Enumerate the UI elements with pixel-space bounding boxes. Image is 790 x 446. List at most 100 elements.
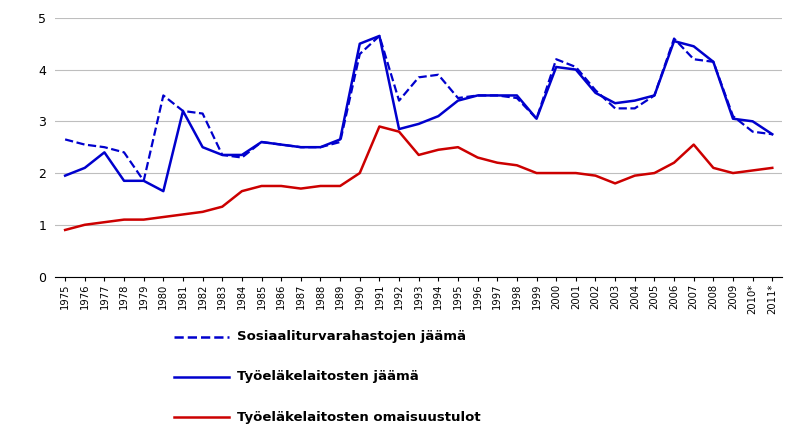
Työeläkelaitosten jäämä bbox=[571, 67, 581, 72]
Sosiaaliturvarahastojen jäämä bbox=[649, 93, 659, 98]
Sosiaaliturvarahastojen jäämä bbox=[728, 113, 738, 119]
Sosiaaliturvarahastojen jäämä bbox=[198, 111, 207, 116]
Työeläkelaitosten omaisuustulot bbox=[649, 170, 659, 176]
Sosiaaliturvarahastojen jäämä bbox=[139, 178, 149, 183]
Sosiaaliturvarahastojen jäämä bbox=[80, 142, 89, 147]
Työeläkelaitosten omaisuustulot bbox=[709, 165, 718, 170]
Sosiaaliturvarahastojen jäämä bbox=[119, 150, 129, 155]
Text: Työeläkelaitosten omaisuustulot: Työeläkelaitosten omaisuustulot bbox=[237, 410, 480, 424]
Työeläkelaitosten omaisuustulot bbox=[257, 183, 266, 189]
Työeläkelaitosten omaisuustulot bbox=[689, 142, 698, 147]
Työeläkelaitosten omaisuustulot bbox=[355, 170, 364, 176]
Työeläkelaitosten omaisuustulot bbox=[237, 189, 246, 194]
Työeläkelaitosten jäämä bbox=[532, 116, 541, 121]
Sosiaaliturvarahastojen jäämä bbox=[689, 57, 698, 62]
Sosiaaliturvarahastojen jäämä bbox=[237, 155, 246, 160]
Työeläkelaitosten jäämä bbox=[80, 165, 89, 170]
Sosiaaliturvarahastojen jäämä bbox=[453, 95, 463, 101]
Sosiaaliturvarahastojen jäämä bbox=[748, 129, 758, 134]
Sosiaaliturvarahastojen jäämä bbox=[179, 108, 188, 114]
Työeläkelaitosten omaisuustulot bbox=[414, 152, 423, 157]
Työeläkelaitosten jäämä bbox=[394, 126, 404, 132]
Työeläkelaitosten omaisuustulot bbox=[591, 173, 600, 178]
Työeläkelaitosten jäämä bbox=[611, 100, 620, 106]
Työeläkelaitosten omaisuustulot bbox=[551, 170, 561, 176]
Työeläkelaitosten omaisuustulot bbox=[571, 170, 581, 176]
Työeläkelaitosten omaisuustulot bbox=[453, 145, 463, 150]
Sosiaaliturvarahastojen jäämä bbox=[630, 106, 640, 111]
Työeläkelaitosten omaisuustulot bbox=[80, 222, 89, 227]
Sosiaaliturvarahastojen jäämä bbox=[611, 106, 620, 111]
Sosiaaliturvarahastojen jäämä bbox=[217, 152, 227, 157]
Työeläkelaitosten jäämä bbox=[336, 137, 345, 142]
Työeläkelaitosten omaisuustulot bbox=[669, 160, 679, 165]
Sosiaaliturvarahastojen jäämä bbox=[532, 116, 541, 121]
Line: Työeläkelaitosten omaisuustulot: Työeläkelaitosten omaisuustulot bbox=[65, 127, 773, 230]
Text: Työeläkelaitosten jäämä: Työeläkelaitosten jäämä bbox=[237, 370, 419, 384]
Sosiaaliturvarahastojen jäämä bbox=[591, 87, 600, 93]
Työeläkelaitosten omaisuustulot bbox=[492, 160, 502, 165]
Työeläkelaitosten jäämä bbox=[276, 142, 286, 147]
Työeläkelaitosten omaisuustulot bbox=[316, 183, 325, 189]
Työeläkelaitosten jäämä bbox=[296, 145, 306, 150]
Työeläkelaitosten omaisuustulot bbox=[100, 219, 109, 225]
Työeläkelaitosten jäämä bbox=[630, 98, 640, 103]
Text: Sosiaaliturvarahastojen jäämä: Sosiaaliturvarahastojen jäämä bbox=[237, 330, 466, 343]
Työeläkelaitosten jäämä bbox=[434, 113, 443, 119]
Työeläkelaitosten jäämä bbox=[649, 93, 659, 98]
Sosiaaliturvarahastojen jäämä bbox=[768, 132, 777, 137]
Työeläkelaitosten jäämä bbox=[217, 152, 227, 157]
Työeläkelaitosten omaisuustulot bbox=[768, 165, 777, 170]
Työeläkelaitosten jäämä bbox=[355, 41, 364, 46]
Työeläkelaitosten omaisuustulot bbox=[394, 129, 404, 134]
Työeläkelaitosten jäämä bbox=[453, 98, 463, 103]
Sosiaaliturvarahastojen jäämä bbox=[316, 145, 325, 150]
Työeläkelaitosten jäämä bbox=[709, 59, 718, 65]
Työeläkelaitosten jäämä bbox=[512, 93, 521, 98]
Työeläkelaitosten omaisuustulot bbox=[728, 170, 738, 176]
Sosiaaliturvarahastojen jäämä bbox=[571, 64, 581, 70]
Työeläkelaitosten omaisuustulot bbox=[296, 186, 306, 191]
Sosiaaliturvarahastojen jäämä bbox=[414, 74, 423, 80]
Sosiaaliturvarahastojen jäämä bbox=[374, 33, 384, 39]
Sosiaaliturvarahastojen jäämä bbox=[434, 72, 443, 78]
Line: Työeläkelaitosten jäämä: Työeläkelaitosten jäämä bbox=[65, 36, 773, 191]
Sosiaaliturvarahastojen jäämä bbox=[355, 51, 364, 57]
Työeläkelaitosten jäämä bbox=[414, 121, 423, 127]
Työeläkelaitosten jäämä bbox=[119, 178, 129, 183]
Sosiaaliturvarahastojen jäämä bbox=[296, 145, 306, 150]
Työeläkelaitosten jäämä bbox=[100, 150, 109, 155]
Työeläkelaitosten jäämä bbox=[316, 145, 325, 150]
Työeläkelaitosten jäämä bbox=[60, 173, 70, 178]
Työeläkelaitosten omaisuustulot bbox=[532, 170, 541, 176]
Sosiaaliturvarahastojen jäämä bbox=[512, 95, 521, 101]
Työeläkelaitosten omaisuustulot bbox=[198, 209, 207, 215]
Työeläkelaitosten omaisuustulot bbox=[434, 147, 443, 153]
Sosiaaliturvarahastojen jäämä bbox=[100, 145, 109, 150]
Työeläkelaitosten jäämä bbox=[473, 93, 483, 98]
Sosiaaliturvarahastojen jäämä bbox=[60, 137, 70, 142]
Työeläkelaitosten jäämä bbox=[198, 145, 207, 150]
Työeläkelaitosten omaisuustulot bbox=[159, 215, 168, 220]
Työeläkelaitosten omaisuustulot bbox=[473, 155, 483, 160]
Työeläkelaitosten jäämä bbox=[728, 116, 738, 121]
Työeläkelaitosten omaisuustulot bbox=[611, 181, 620, 186]
Työeläkelaitosten jäämä bbox=[492, 93, 502, 98]
Työeläkelaitosten omaisuustulot bbox=[139, 217, 149, 222]
Sosiaaliturvarahastojen jäämä bbox=[394, 98, 404, 103]
Työeläkelaitosten omaisuustulot bbox=[630, 173, 640, 178]
Sosiaaliturvarahastojen jäämä bbox=[473, 93, 483, 98]
Sosiaaliturvarahastojen jäämä bbox=[159, 93, 168, 98]
Työeläkelaitosten omaisuustulot bbox=[179, 212, 188, 217]
Työeläkelaitosten omaisuustulot bbox=[336, 183, 345, 189]
Työeläkelaitosten jäämä bbox=[591, 90, 600, 95]
Työeläkelaitosten omaisuustulot bbox=[217, 204, 227, 209]
Työeläkelaitosten omaisuustulot bbox=[748, 168, 758, 173]
Sosiaaliturvarahastojen jäämä bbox=[336, 139, 345, 145]
Työeläkelaitosten omaisuustulot bbox=[276, 183, 286, 189]
Sosiaaliturvarahastojen jäämä bbox=[551, 57, 561, 62]
Sosiaaliturvarahastojen jäämä bbox=[257, 139, 266, 145]
Työeläkelaitosten jäämä bbox=[689, 44, 698, 49]
Työeläkelaitosten jäämä bbox=[374, 33, 384, 39]
Työeläkelaitosten jäämä bbox=[179, 108, 188, 114]
